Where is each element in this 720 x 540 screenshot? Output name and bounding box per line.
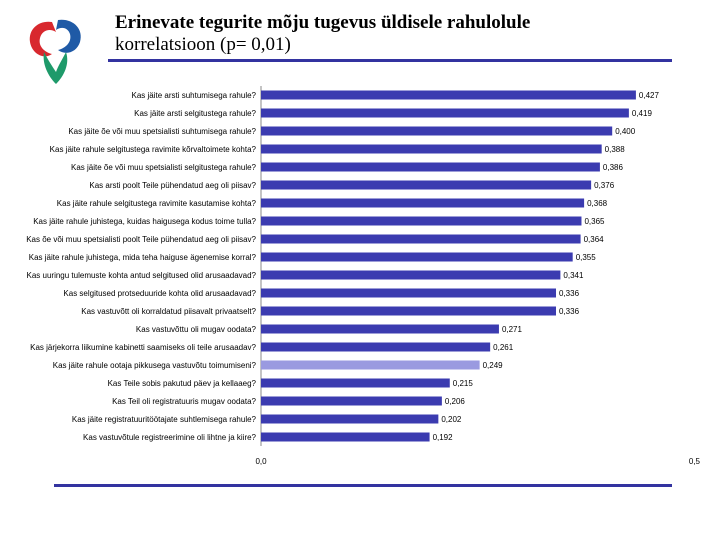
title-line-2: korrelatsioon (p= 0,01) — [115, 34, 291, 55]
bar — [261, 396, 442, 406]
value-label: 0,364 — [584, 235, 605, 244]
value-label: 0,206 — [445, 397, 466, 406]
category-label: Kas õe või muu spetsialisti poolt Teile … — [26, 235, 256, 244]
category-label: Kas jäite rahule ootaja pikkusega vastuv… — [53, 361, 257, 370]
bar — [261, 216, 582, 226]
value-label: 0,261 — [493, 343, 514, 352]
category-label: Kas jäite rahule juhistega, mida teha ha… — [29, 253, 257, 262]
category-label: Kas jäite õe või muu spetsialisti selgit… — [71, 163, 257, 172]
logo — [29, 19, 81, 84]
x-tick-label: 0,5 — [689, 457, 701, 466]
value-label: 0,386 — [603, 163, 624, 172]
bar — [261, 324, 499, 334]
category-label: Kas vastuvõtt oli korraldatud piisavalt … — [81, 307, 256, 316]
category-label: Kas selgitused protseduuride kohta olid … — [63, 289, 256, 298]
value-label: 0,355 — [576, 253, 597, 262]
category-label: Kas järjekorra liikumine kabinetti saami… — [30, 343, 256, 352]
value-label: 0,202 — [441, 415, 462, 424]
title-divider — [108, 59, 672, 62]
bar — [261, 234, 581, 244]
value-label: 0,376 — [594, 181, 615, 190]
category-label: Kas uuringu tulemuste kohta antud selgit… — [27, 271, 257, 280]
bar — [261, 90, 636, 100]
bar — [261, 414, 439, 424]
bar — [261, 432, 430, 442]
x-tick-label: 0,0 — [255, 457, 267, 466]
value-label: 0,336 — [559, 307, 580, 316]
logo-green-ribbon — [43, 52, 68, 84]
value-label: 0,249 — [483, 361, 504, 370]
bar — [261, 252, 573, 262]
category-label: Kas jäite registratuuritöötajate suhtlem… — [72, 415, 257, 424]
category-label: Kas Teile sobis pakutud päev ja kellaaeg… — [108, 379, 257, 388]
value-label: 0,388 — [605, 145, 626, 154]
category-label: Kas vastuvõttu oli mugav oodata? — [136, 325, 257, 334]
value-label: 0,215 — [453, 379, 474, 388]
bar — [261, 162, 600, 172]
value-label: 0,427 — [639, 91, 660, 100]
logo-blue-ribbon — [56, 19, 81, 53]
bar — [261, 180, 592, 190]
category-label: Kas Teil oli registratuuris mugav oodata… — [112, 397, 256, 406]
bar — [261, 378, 450, 388]
value-label: 0,365 — [584, 217, 605, 226]
footer-divider — [54, 484, 672, 487]
value-label: 0,192 — [433, 433, 454, 442]
value-label: 0,336 — [559, 289, 580, 298]
category-label: Kas jäite rahule selgitustega ravimite k… — [57, 199, 257, 208]
category-label: Kas jäite rahule selgitustega ravimite k… — [50, 145, 257, 154]
bar — [261, 144, 602, 154]
category-label: Kas jäite arsti suhtumisega rahule? — [131, 91, 256, 100]
bar — [261, 342, 491, 352]
value-label: 0,419 — [632, 109, 653, 118]
value-label: 0,368 — [587, 199, 608, 208]
category-label: Kas jäite arsti selgitustega rahule? — [134, 109, 256, 118]
logo-red-ribbon — [29, 21, 56, 57]
category-label: Kas arsti poolt Teile pühendatud aeg oli… — [89, 181, 256, 190]
bar — [261, 270, 561, 280]
category-label: Kas jäite õe või muu spetsialisti suhtum… — [68, 127, 256, 136]
category-label: Kas jäite rahule juhistega, kuidas haigu… — [33, 217, 256, 226]
bar — [261, 126, 613, 136]
value-label: 0,271 — [502, 325, 523, 334]
category-label: Kas vastuvõtule registreerimine oli liht… — [83, 433, 257, 442]
value-label: 0,341 — [563, 271, 584, 280]
title-line-1: Erinevate tegurite mõju tugevus üldisele… — [115, 12, 531, 33]
bar — [261, 198, 585, 208]
value-label: 0,400 — [615, 127, 636, 136]
bar — [261, 306, 557, 316]
bar — [261, 288, 557, 298]
page-title: Erinevate tegurite mõju tugevus üldisele… — [115, 12, 530, 56]
bar — [261, 360, 480, 370]
bar — [261, 108, 629, 118]
